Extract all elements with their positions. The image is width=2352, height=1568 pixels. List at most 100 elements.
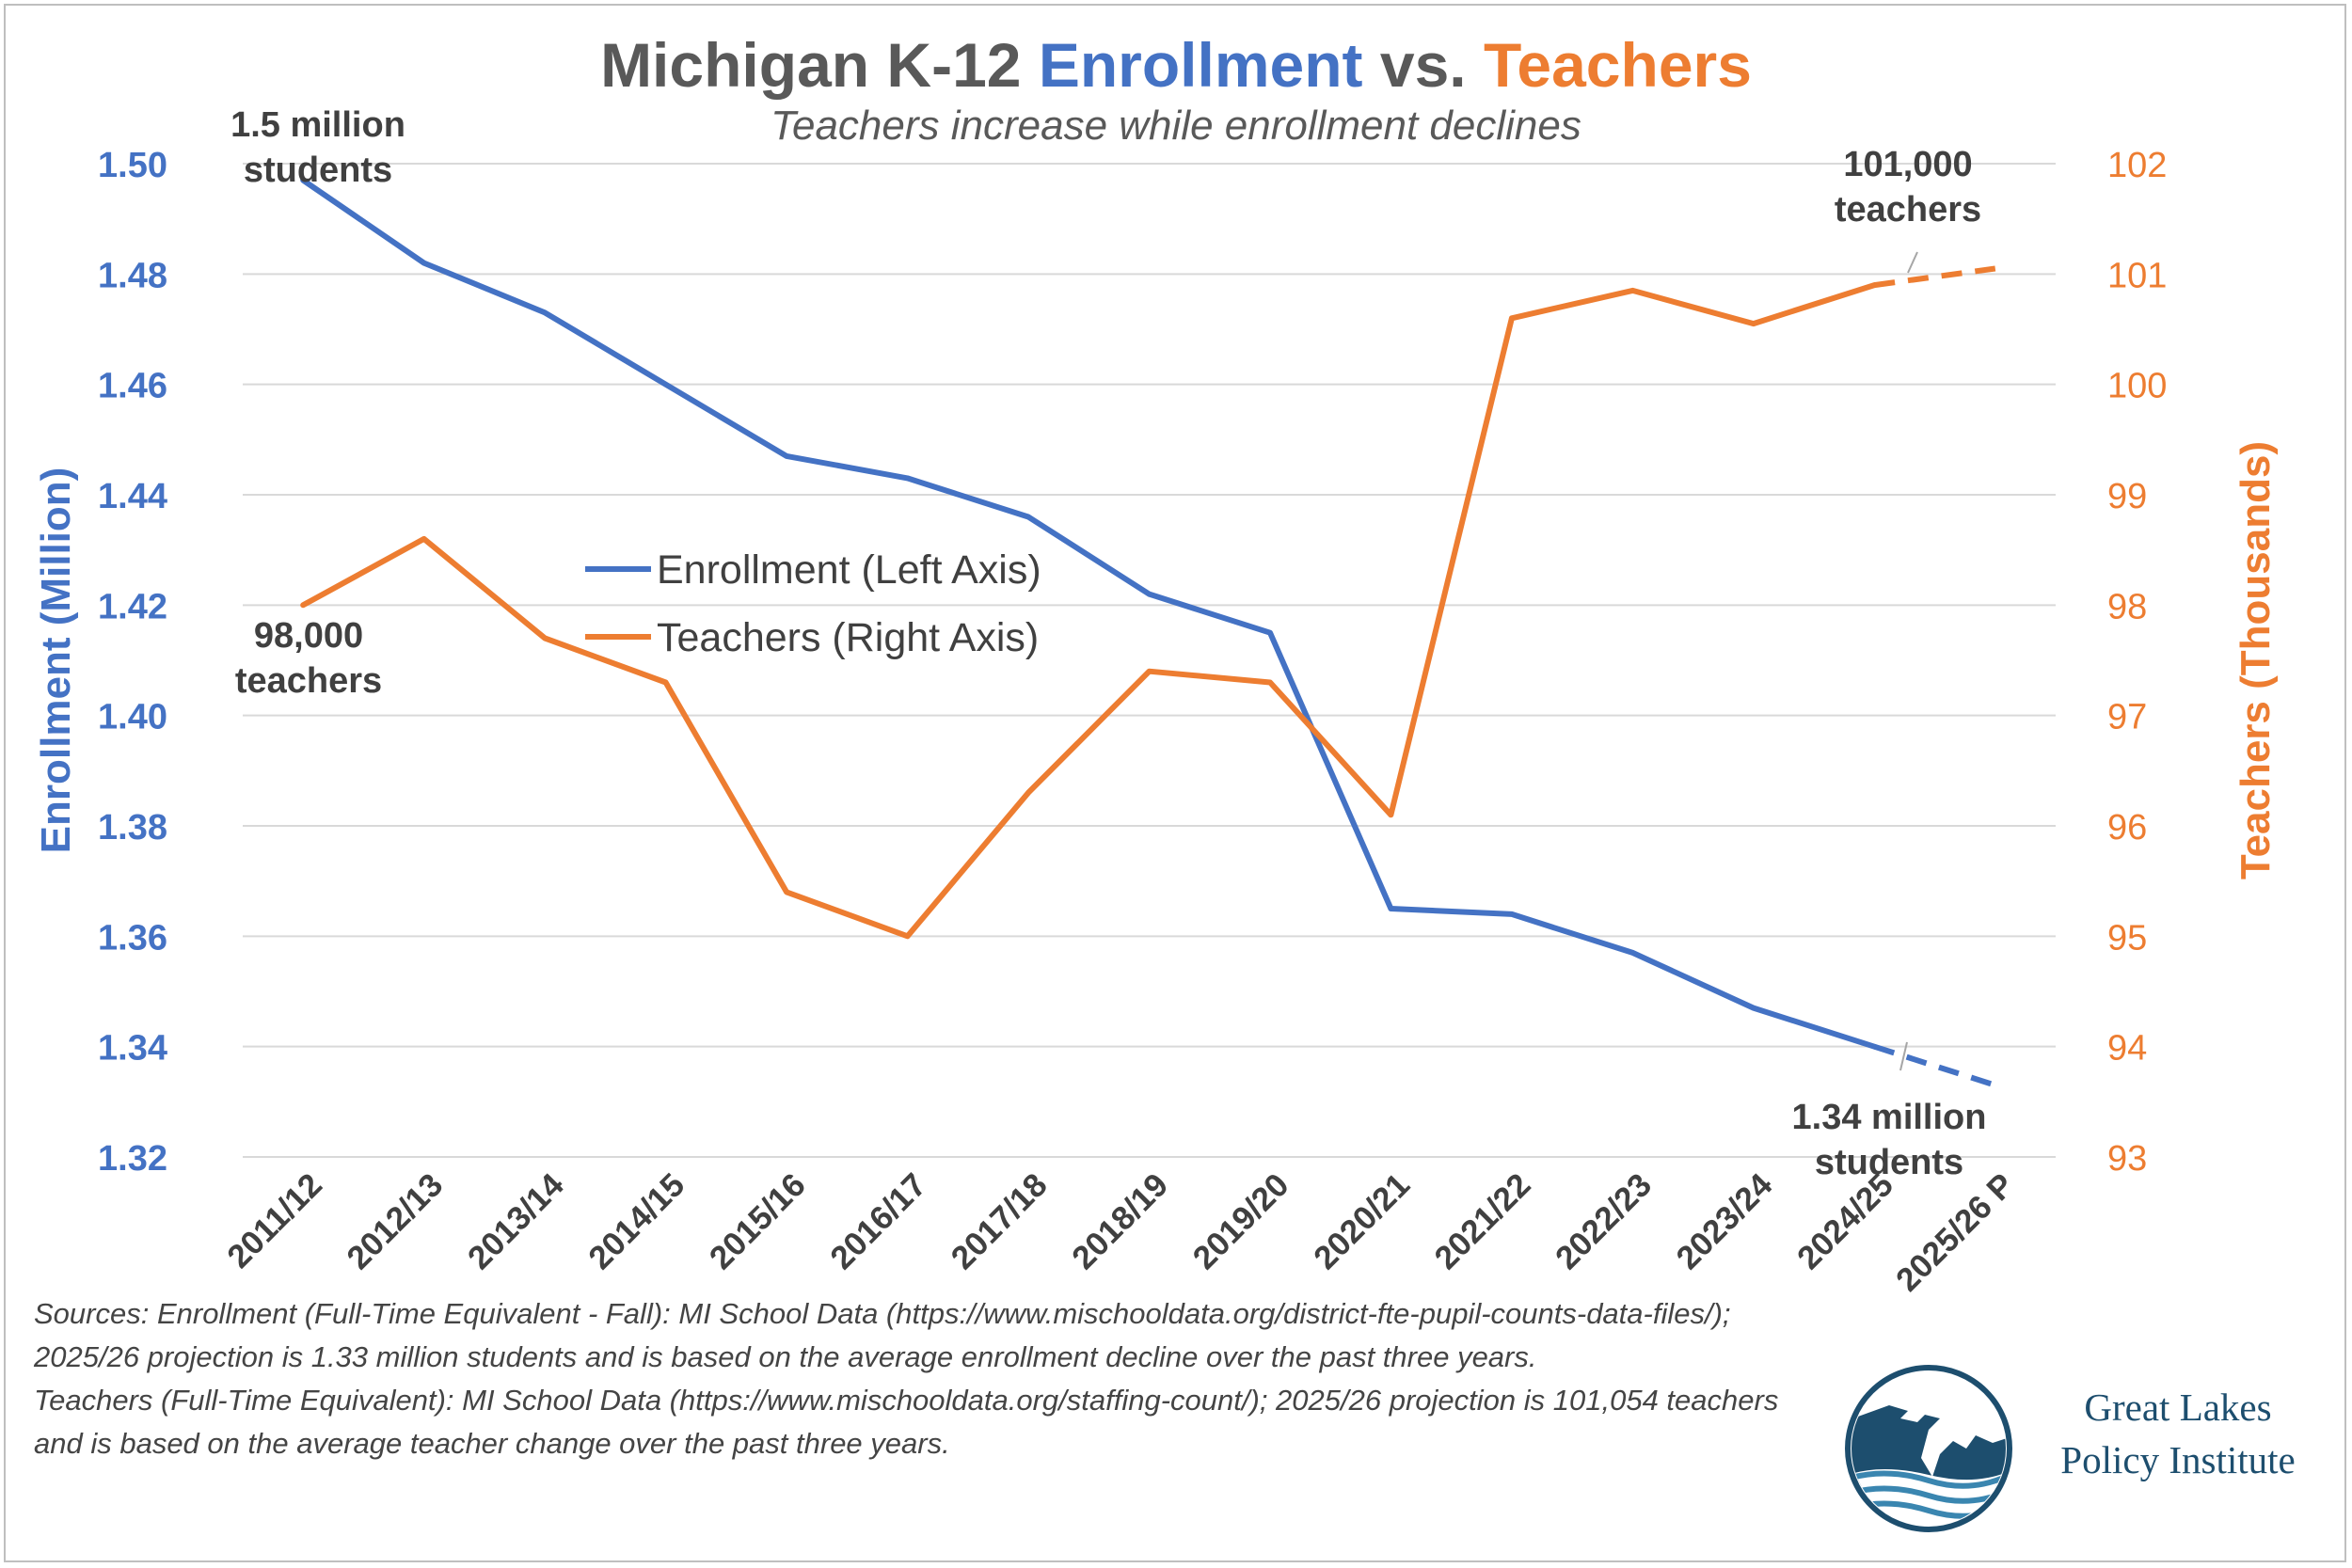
x-tick-label: 2019/20: [1186, 1166, 1296, 1276]
logo-line-2: Policy Institute: [2060, 1438, 2296, 1481]
annotation-label: 1.34 million: [1792, 1098, 1987, 1137]
title-enrollment-word: Enrollment: [1039, 30, 1363, 100]
enrollment-point: [1994, 1085, 1996, 1086]
enrollment-point: [1873, 1046, 1875, 1048]
legend-label: Teachers (Right Axis): [657, 615, 1039, 660]
right-tick-label: 100: [2107, 367, 2167, 406]
enrollment-point: [1631, 952, 1633, 954]
x-tick-label: 2018/19: [1065, 1166, 1175, 1276]
enrollment-projection-line: [1873, 1043, 1996, 1088]
enrollment-point: [907, 477, 909, 479]
logo: Great Lakes Policy Institute: [1835, 1364, 2324, 1533]
chart-title: Michigan K-12 Enrollment vs. Teachers: [600, 30, 1752, 100]
enrollment-point: [1753, 1007, 1755, 1009]
right-tick-label: 102: [2107, 146, 2167, 185]
teachers-point: [907, 935, 909, 937]
x-tick-label: 2023/24: [1669, 1166, 1779, 1276]
x-tick-label: 2021/22: [1428, 1166, 1538, 1276]
x-tick-label: 2017/18: [945, 1166, 1055, 1276]
x-tick-label: 2012/13: [340, 1166, 450, 1276]
legend: Enrollment (Left Axis) Teachers (Right Ax…: [585, 547, 1041, 660]
chart-subtitle: Teachers increase while enrollment decli…: [771, 103, 1581, 149]
left-tick-label: 1.42: [98, 587, 167, 626]
left-tick-label: 1.32: [98, 1139, 167, 1179]
left-tick-label: 1.40: [98, 698, 167, 737]
left-tick-label: 1.46: [98, 367, 167, 406]
enrollment-point: [1269, 632, 1271, 634]
right-tick-label: 101: [2107, 256, 2167, 295]
x-tick-label: 2022/23: [1549, 1166, 1659, 1276]
teachers-projection-line: [1873, 265, 1996, 289]
sources-teachers: Teachers (Full-Time Equivalent): MI Scho…: [34, 1384, 1779, 1460]
right-axis: 93 94 95 96 97 98 99 100 101 102 Teachers (Thousan…: [2107, 146, 2279, 1179]
right-tick-label: 95: [2107, 918, 2147, 958]
left-tick-label: 1.48: [98, 256, 167, 295]
right-tick-label: 93: [2107, 1139, 2147, 1179]
gridlines: [243, 163, 2056, 1158]
enrollment-point: [423, 262, 425, 264]
legend-label: Enrollment (Left Axis): [657, 547, 1041, 593]
annotation-label: 98,000: [254, 616, 363, 656]
enrollment-point: [665, 384, 667, 386]
x-tick-label: 2020/21: [1307, 1166, 1417, 1276]
x-axis: 2011/12 2012/13 2013/14 2014/15 2015/16 2016/…: [220, 1166, 2021, 1299]
annotation-leader: [1907, 251, 1918, 274]
teachers-line: [300, 282, 1878, 940]
teachers-point: [665, 681, 667, 683]
left-tick-label: 1.38: [98, 808, 167, 847]
teachers-point: [1753, 323, 1755, 325]
teachers-point: [1994, 267, 1996, 269]
chart-frame: [4, 4, 2346, 1562]
sources-enrollment: Sources: Enrollment (Full-Time Equivalen…: [34, 1297, 1731, 1373]
left-tick-label: 1.50: [98, 146, 167, 185]
teachers-point: [1511, 317, 1513, 319]
teachers-point: [544, 638, 546, 640]
right-tick-label: 96: [2107, 808, 2147, 847]
teachers-point: [302, 604, 304, 606]
annotation-label: students: [1815, 1143, 1963, 1182]
annotation-label: 1.5 million: [230, 105, 405, 145]
teachers-point: [1631, 290, 1633, 292]
right-axis-title: Teachers (Thousands): [2233, 441, 2279, 879]
enrollment-point: [786, 455, 787, 457]
enrollment-point: [1027, 515, 1029, 517]
annotation-label: teachers: [1835, 190, 1981, 230]
title-prefix: Michigan K-12: [600, 30, 1039, 100]
logo-text: Great Lakes Policy Institute: [2037, 1381, 2319, 1486]
x-tick-label: 2011/12: [220, 1166, 329, 1275]
x-tick-label: 2014/15: [581, 1166, 691, 1276]
great-lakes-logo-icon: [1845, 1365, 2012, 1532]
enrollment-point: [544, 311, 546, 313]
x-tick-label: 2016/17: [823, 1166, 933, 1276]
teachers-point: [1269, 681, 1271, 683]
enrollment-line: [300, 177, 1878, 1050]
title-teachers-word: Teachers: [1484, 30, 1752, 100]
sources-note: Sources: Enrollment (Full-Time Equivalen…: [34, 1292, 1803, 1465]
annotations: 1.5 million students 98,000 teachers 101,000…: [230, 105, 1986, 1182]
annotation-label: teachers: [235, 661, 382, 701]
left-axis: 1.32 1.34 1.36 1.38 1.40 1.42 1.44 1.46 1.48 1.50…: [33, 146, 167, 1179]
teachers-point: [1149, 671, 1151, 673]
enrollment-point: [1511, 913, 1513, 915]
annotation-label: students: [244, 150, 392, 190]
x-tick-label: 2015/16: [703, 1166, 813, 1276]
teachers-point: [786, 891, 787, 893]
teachers-point: [1027, 792, 1029, 794]
teachers-point: [1873, 284, 1875, 286]
left-tick-label: 1.44: [98, 477, 167, 516]
right-tick-label: 99: [2107, 477, 2147, 516]
annotation-leader: [1899, 1041, 1908, 1071]
right-tick-label: 94: [2107, 1029, 2147, 1069]
enrollment-point: [1149, 594, 1151, 595]
x-tick-label: 2024/25: [1790, 1166, 1900, 1276]
x-tick-label: 2013/14: [461, 1166, 571, 1276]
right-tick-label: 97: [2107, 698, 2147, 737]
logo-line-1: Great Lakes: [2084, 1386, 2272, 1429]
teachers-point: [423, 538, 425, 540]
left-tick-label: 1.36: [98, 918, 167, 958]
series-lines: [300, 177, 1996, 1088]
enrollment-point: [1390, 908, 1391, 910]
annotation-label: 101,000: [1843, 145, 1972, 184]
left-tick-label: 1.34: [98, 1029, 167, 1069]
